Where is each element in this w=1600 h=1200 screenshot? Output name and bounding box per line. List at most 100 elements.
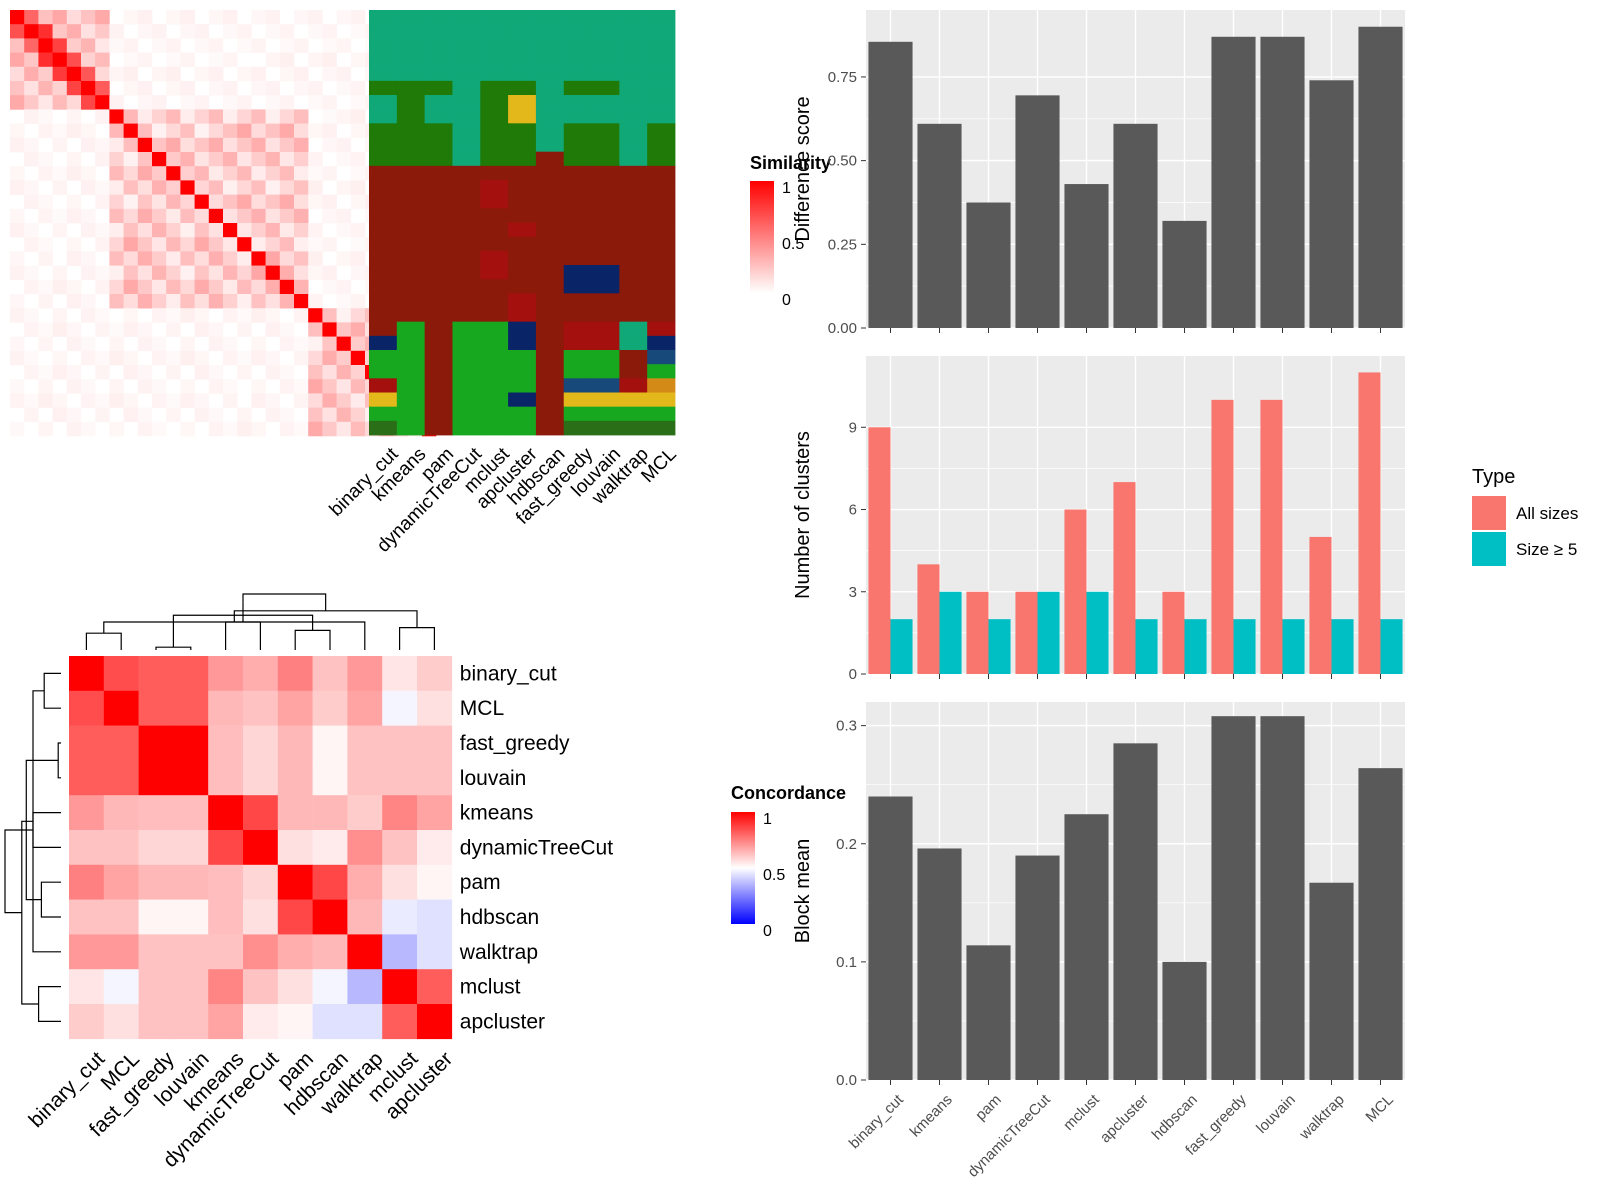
similarity-cell [24,38,39,53]
similarity-cell [81,294,96,309]
similarity-cell [10,38,25,53]
similarity-cell [265,365,281,380]
assignment-cell [480,406,509,422]
similarity-cell [180,123,195,139]
assignment-cell [424,123,453,138]
similarity-cell [180,308,195,323]
similarity-cell [66,336,82,352]
assignment-cell [508,165,537,181]
assignment-cell [480,392,509,408]
similarity-cell [10,379,25,394]
bar-binary-cut-all-sizes [868,427,891,674]
similarity-cell [350,336,366,352]
assignment-cell [396,364,426,379]
assignment-cell [563,265,592,280]
assignment-cell [591,307,620,323]
similarity-cell [294,336,309,352]
similarity-cell [294,208,309,224]
type-legend-key-size-5 [1472,532,1506,566]
assignment-cell [535,24,565,39]
concordance-cell [69,830,105,866]
similarity-cell [350,421,366,437]
y-tick-label: 0.25 [828,236,857,253]
similarity-cell [180,137,195,153]
similarity-cell [152,279,167,295]
assignment-cell [535,95,565,110]
type-legend-label-size-5: Size ≥ 5 [1516,540,1577,559]
concordance-cell [103,830,139,866]
similarity-cell [279,180,295,195]
similarity-cell [24,308,39,323]
dendrogram-branch [242,593,327,611]
similarity-cell [52,407,68,423]
concordance-cell [173,690,209,726]
similarity-cell [322,137,337,153]
assignment-cell [480,66,509,82]
similarity-cell [152,208,167,224]
similarity-cell [308,365,323,380]
similarity-cell [336,279,352,295]
similarity-cell [123,152,139,167]
similarity-cell [180,237,195,252]
dendrogram-branch [38,986,61,1022]
similarity-cell [24,52,39,68]
similarity-cell [223,265,238,281]
bar-hdbscan [1162,961,1207,1081]
similarity-cell [81,393,96,408]
assignment-cell [591,95,620,110]
similarity-cell [322,66,337,82]
similarity-cell [350,194,366,210]
similarity-cell [66,24,82,39]
assignment-cell [591,151,620,167]
similarity-cell [152,109,167,124]
assignment-cell [563,109,592,124]
similarity-cell [123,350,139,366]
similarity-cell [223,109,238,124]
assignment-cell [508,392,537,408]
assignment-cell [563,321,592,337]
similarity-cell [223,137,238,153]
assignment-cell [619,364,648,379]
similarity-cell [38,237,53,252]
concordance-cell [138,760,174,796]
assignment-cell [535,52,565,68]
similarity-cell [237,265,252,281]
bar-mcl [1358,26,1403,329]
x-tick-label-walktrap: walktrap [1296,1091,1348,1143]
similarity-cell [336,66,352,82]
similarity-cell [251,38,266,53]
similarity-cell [279,24,295,39]
assignment-cell [424,222,453,238]
assignment-cell [424,38,453,53]
assignment-cell [424,420,453,436]
similarity-cell [308,294,323,309]
similarity-cell [95,279,110,295]
similarity-cell [180,379,195,394]
similarity-cell [336,365,352,380]
x-tick-label-apcluster: apcluster [1097,1091,1152,1146]
bar-apcluster-size-5 [1135,619,1158,674]
similarity-cell [109,279,124,295]
concordance-cell [69,656,105,692]
assignment-cell [396,180,426,195]
assignment-cell [619,151,648,167]
concordance-legend-tick-1: 1 [763,811,772,828]
bar-pam-all-sizes [966,591,989,674]
similarity-cell [152,421,167,437]
assignment-cell [647,38,676,53]
concordance-cell [138,969,174,1005]
assignment-cell [619,378,648,393]
similarity-cell [251,123,266,139]
similarity-cell [152,237,167,252]
similarity-cell [194,407,210,423]
similarity-cell [123,393,139,408]
y-tick-label: 0.75 [828,69,857,86]
similarity-cell [279,123,295,139]
concordance-heatmap: binary_cutbinary_cutMCLMCLfast_greedyfas… [25,656,613,1172]
similarity-cell [166,407,181,423]
similarity-cell [336,336,352,352]
similarity-cell [294,350,309,366]
similarity-cell [208,265,224,281]
similarity-cell [95,265,110,281]
assignment-cell [535,378,565,393]
